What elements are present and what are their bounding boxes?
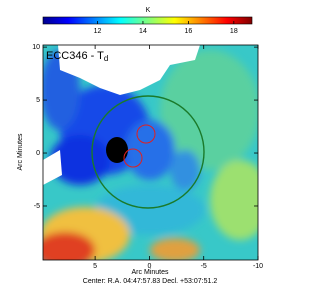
colorbar (42, 16, 253, 25)
figure: K ECC346 - Td Arc Minutes Arc Minutes Ce… (17, 7, 263, 285)
y-tick-label: 10 (32, 44, 40, 51)
colorbar-tick-label: 18 (230, 28, 238, 35)
colorbar-tick-label: 14 (139, 28, 147, 35)
chart-title: ECC346 - Td (46, 50, 108, 63)
colorbar-tick-label: 16 (184, 28, 192, 35)
plot-frame (42, 44, 259, 261)
x-tick-label: -5 (201, 263, 207, 270)
title-subscript: d (104, 54, 108, 63)
title-main: ECC346 - T (46, 50, 104, 62)
y-tick-label: 5 (36, 97, 40, 104)
colorbar-label: K (146, 7, 151, 14)
y-tick-label: -5 (34, 203, 40, 210)
colorbar-tick-label: 12 (94, 28, 102, 35)
source-circle (123, 148, 143, 168)
footer: Center: R.A. 04:47:57.83 Decl. +53:07:51… (83, 278, 218, 285)
y-tick-label: 0 (36, 150, 40, 157)
source-circle (136, 124, 156, 144)
x-tick-label: 0 (147, 263, 151, 270)
y-axis-label: Arc Minutes (17, 133, 24, 170)
x-tick-label: 5 (93, 263, 97, 270)
aperture-circle (91, 95, 205, 209)
x-tick-label: -10 (253, 263, 263, 270)
x-axis-label: Arc Minutes (132, 269, 169, 276)
temperature-map (43, 45, 258, 260)
